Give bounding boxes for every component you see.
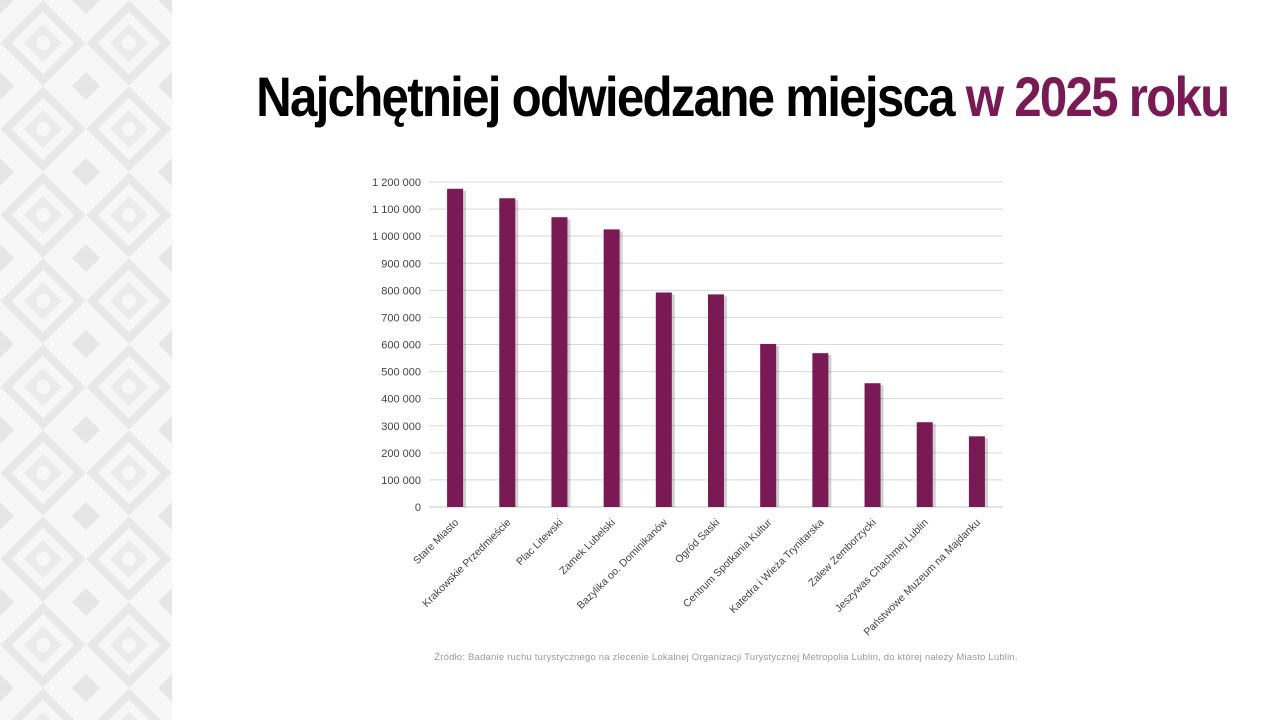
y-tick-label: 1 200 000 <box>372 177 421 189</box>
y-tick-label: 100 000 <box>381 475 421 487</box>
bar <box>864 383 881 507</box>
y-tick-label: 800 000 <box>381 285 421 297</box>
y-tick-label: 700 000 <box>381 312 421 324</box>
chart-bars <box>447 188 988 508</box>
x-tick-label: Stare Miasto <box>411 517 461 567</box>
y-tick-label: 500 000 <box>381 367 421 379</box>
decorative-side-pattern <box>0 0 172 720</box>
y-tick-label: 300 000 <box>381 421 421 433</box>
bar <box>603 229 620 508</box>
x-tick-label: Bazylika oo. Dominikanów <box>575 516 670 611</box>
y-tick-label: 900 000 <box>381 258 421 270</box>
x-tick-label: Państwowe Muzeum na Majdanku <box>861 517 983 639</box>
y-tick-label: 1 100 000 <box>372 204 421 216</box>
page-title: Najchętniej odwiedzane miejsca w 2025 ro… <box>255 64 1230 129</box>
bar <box>708 294 724 507</box>
y-tick-label: 0 <box>415 502 421 514</box>
y-tick-label: 600 000 <box>381 340 421 352</box>
x-tick-label: Centrum Spotkania Kultur <box>681 516 775 610</box>
bar <box>655 292 672 507</box>
y-tick-label: 400 000 <box>381 394 421 406</box>
x-tick-label: Plac Litewski <box>514 517 565 568</box>
bar <box>968 436 985 507</box>
source-note: Źródło: Badanie ruchu turystycznego na z… <box>434 652 1018 663</box>
x-tick-label: Krakowskie Przedmieście <box>420 517 513 610</box>
x-tick-label: Ogród Saski <box>673 517 722 566</box>
bar <box>499 198 516 507</box>
x-tick-label: Katedra i Wieża Trynitarska <box>727 517 826 616</box>
x-tick-label: Jeszywas Chachmej Lublin <box>833 517 931 615</box>
bar <box>812 353 829 507</box>
chart-y-axis: 0 100 000 200 000 300 000 400 000 500 000 600 … <box>372 177 421 514</box>
bar <box>551 217 568 508</box>
bar <box>760 343 777 507</box>
bar <box>916 422 933 507</box>
title-accent: w 2025 roku <box>965 65 1231 128</box>
bar <box>447 188 464 508</box>
title-main: Najchętniej odwiedzane miejsca <box>256 65 955 128</box>
y-tick-label: 200 000 <box>381 448 421 460</box>
y-tick-label: 1 000 000 <box>372 231 421 243</box>
